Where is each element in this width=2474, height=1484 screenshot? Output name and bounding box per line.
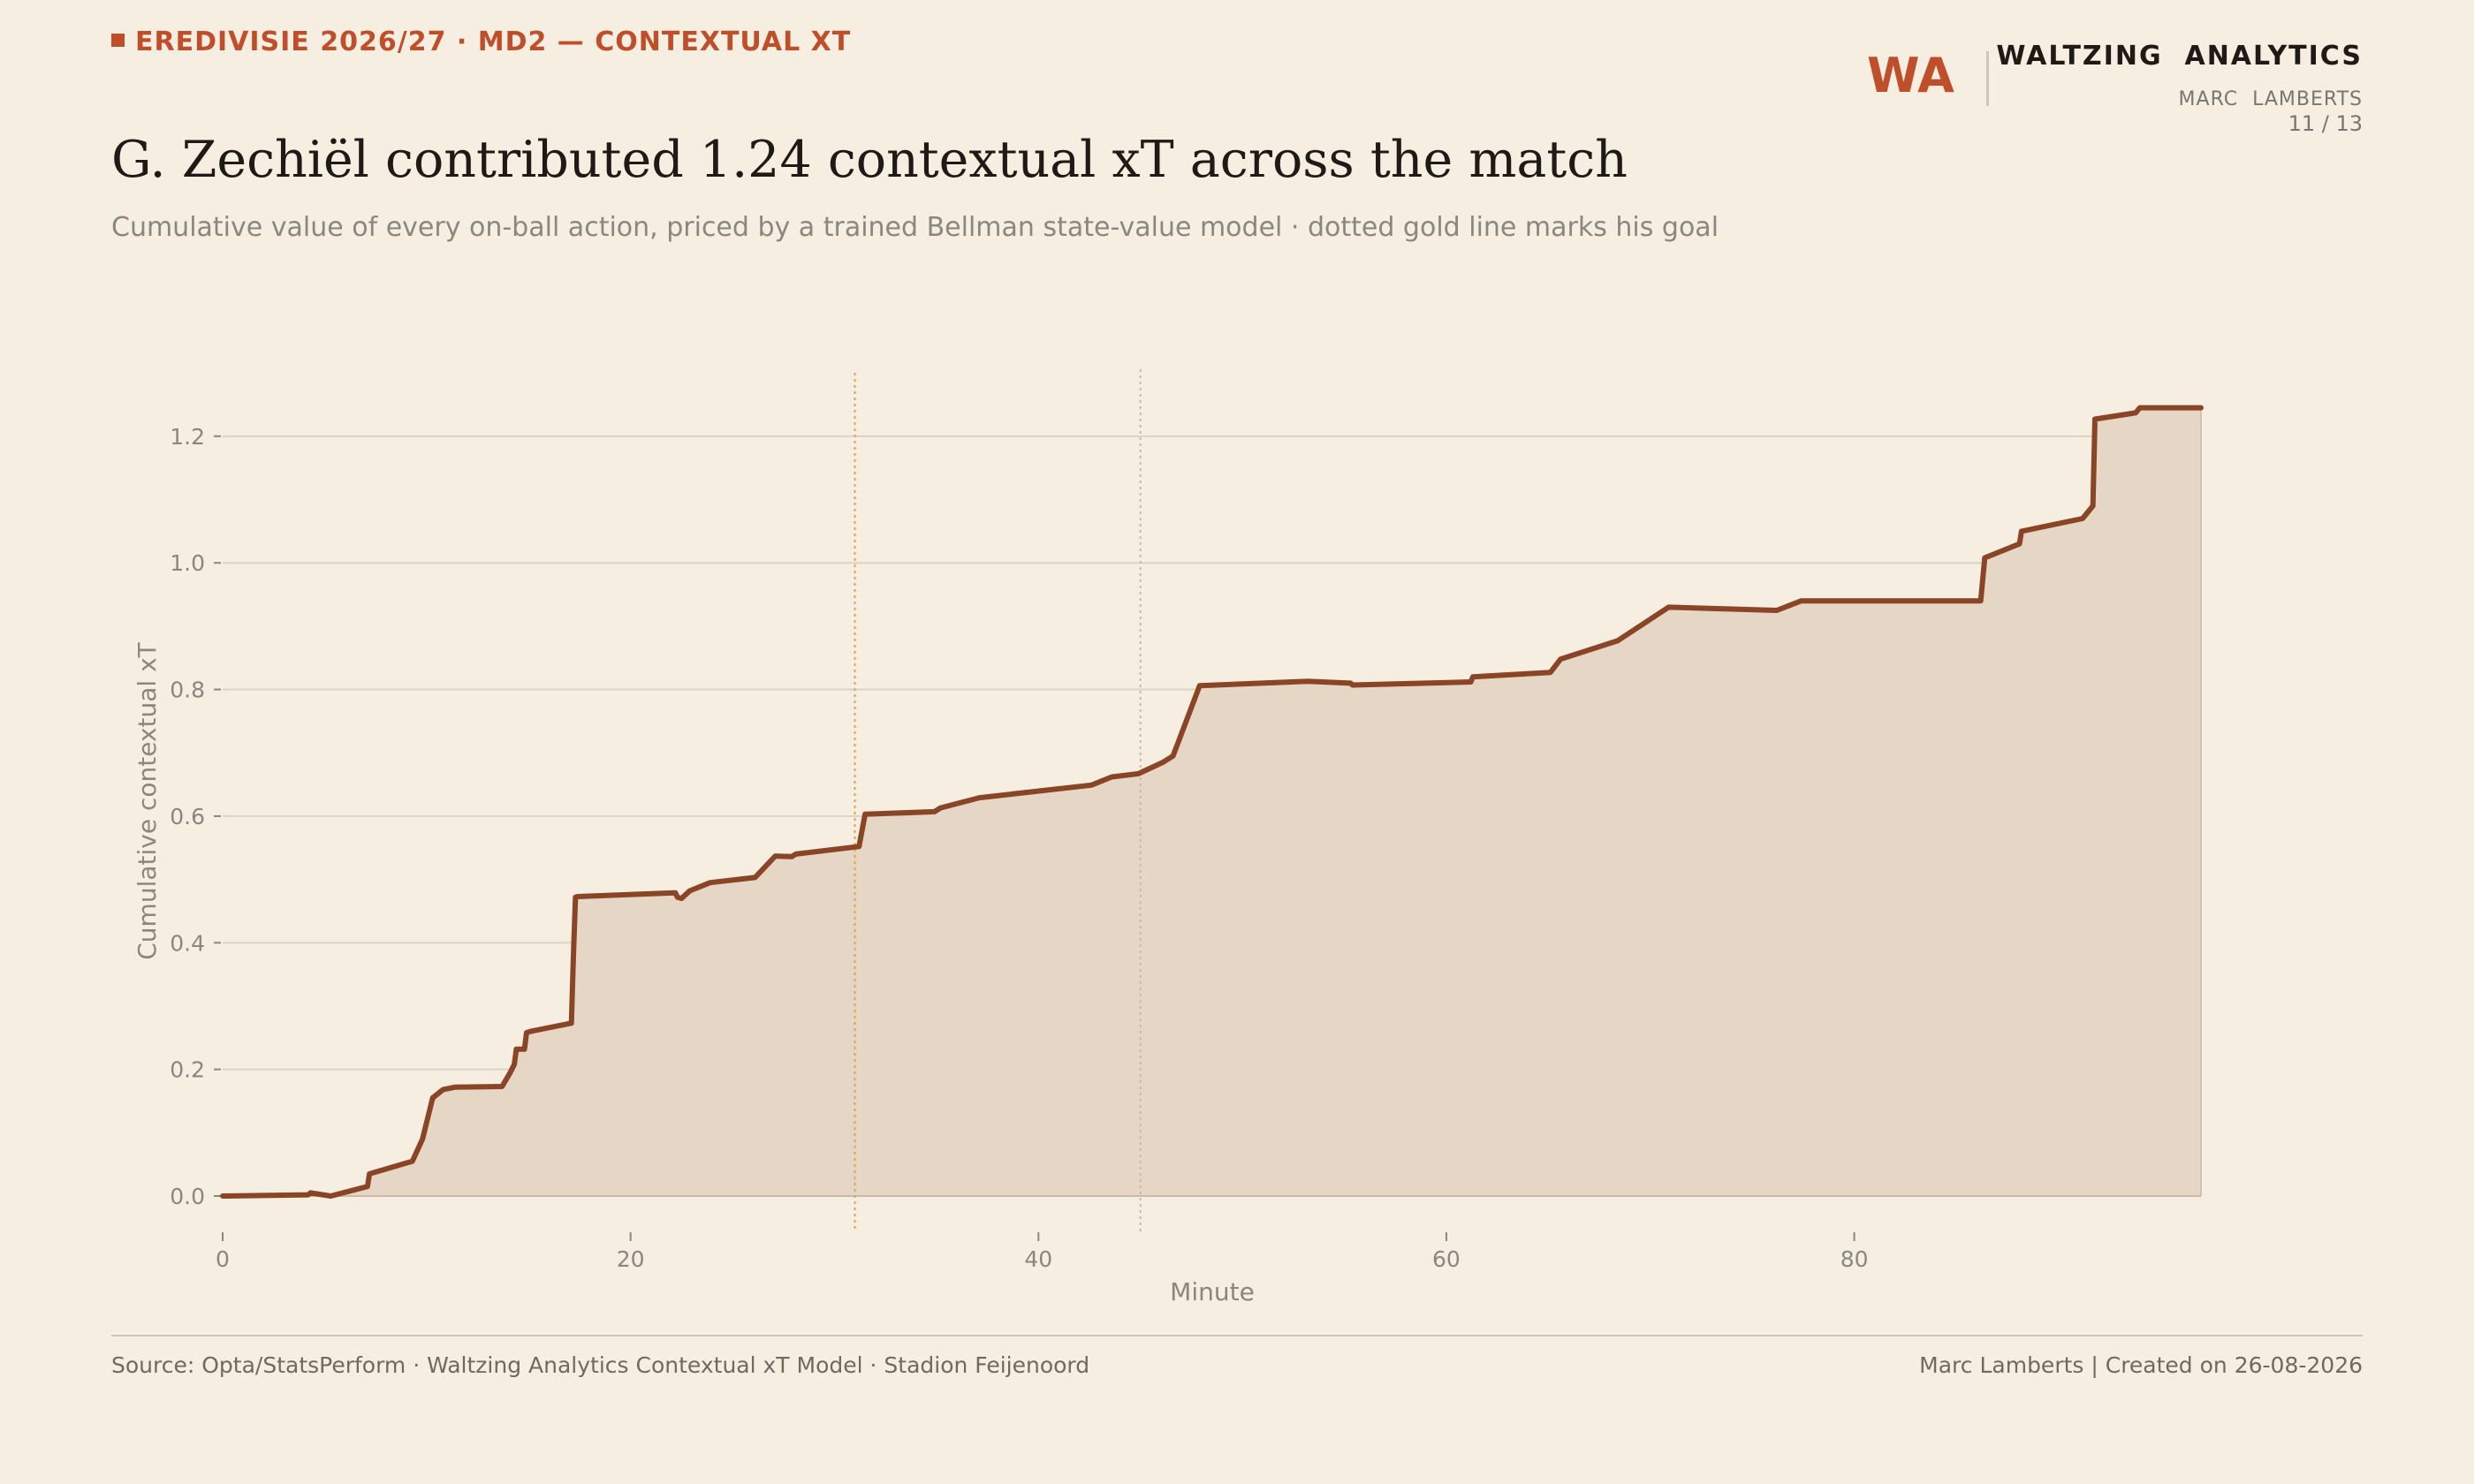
page-counter: 11 / 13 bbox=[2288, 111, 2363, 136]
footer-divider bbox=[111, 1335, 2363, 1336]
y-tick-label: 1.0 bbox=[170, 550, 205, 576]
y-axis-label: Cumulative contextual xT bbox=[133, 641, 162, 959]
brand-name: WALTZING ANALYTICS bbox=[1996, 41, 2363, 72]
series-line bbox=[220, 405, 2204, 1199]
kicker-text: EREDIVISIE 2026/27 · MD2 — CONTEXTUAL XT bbox=[135, 26, 852, 57]
brand-logo: WA bbox=[1867, 48, 1954, 103]
kicker-square-icon bbox=[111, 34, 125, 47]
area-fill bbox=[223, 407, 2201, 1197]
x-tick-label: 0 bbox=[216, 1246, 230, 1272]
y-tick-label: 0.6 bbox=[170, 804, 205, 829]
y-tick-label: 1.2 bbox=[170, 424, 205, 450]
x-tick-label: 80 bbox=[1840, 1246, 1869, 1272]
x-tick-label: 60 bbox=[1432, 1246, 1461, 1272]
source-note: Source: Opta/StatsPerform · Waltzing Ana… bbox=[111, 1352, 1090, 1378]
x-tick-label: 20 bbox=[617, 1246, 645, 1272]
credit-note: Marc Lamberts | Created on 26-08-2026 bbox=[1919, 1352, 2363, 1378]
y-tick-label: 0.8 bbox=[170, 678, 205, 703]
brand-divider bbox=[1986, 51, 1989, 106]
y-tick-label: 0.2 bbox=[170, 1057, 205, 1083]
page-title: G. Zechiël contributed 1.24 contextual x… bbox=[111, 131, 1628, 189]
x-tick-label: 40 bbox=[1024, 1246, 1052, 1272]
y-tick-label: 0.4 bbox=[170, 930, 205, 956]
brand-author: MARC LAMBERTS bbox=[2178, 88, 2363, 110]
page-subtitle: Cumulative value of every on-ball action… bbox=[111, 212, 1719, 243]
kicker: EREDIVISIE 2026/27 · MD2 — CONTEXTUAL XT bbox=[111, 26, 851, 57]
y-tick-label: 0.0 bbox=[170, 1184, 205, 1209]
x-axis-label: Minute bbox=[1170, 1277, 1255, 1306]
